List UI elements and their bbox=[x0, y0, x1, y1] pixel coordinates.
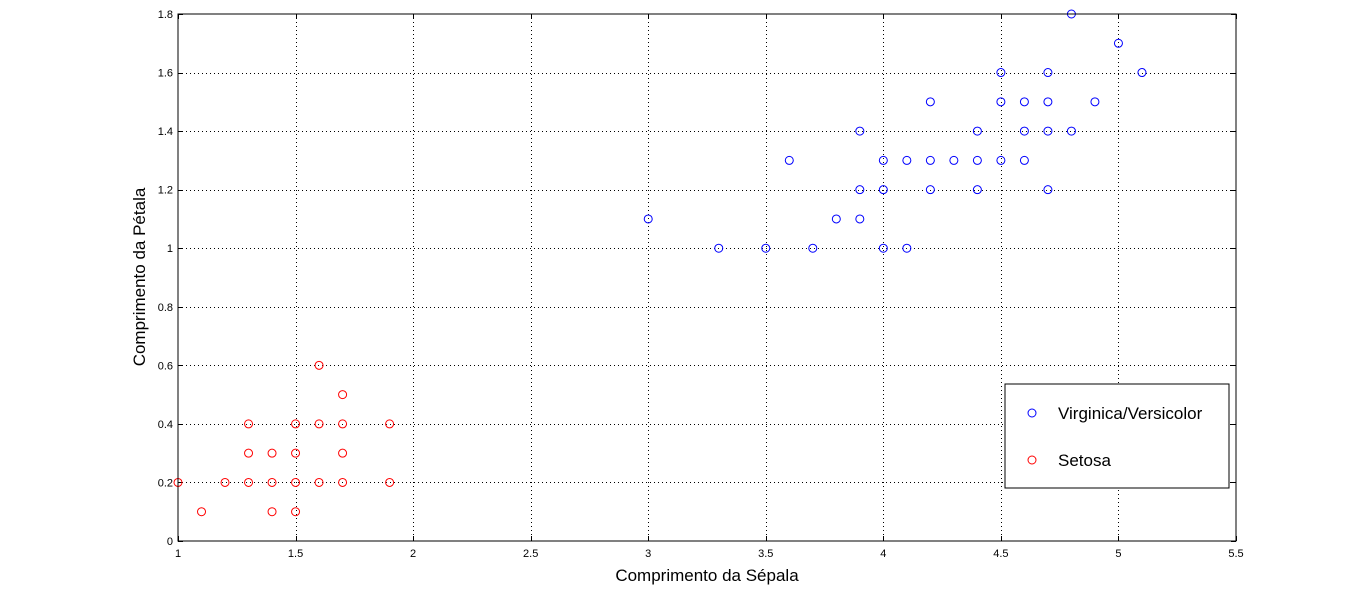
point-virginica-versicolor bbox=[855, 126, 865, 136]
point-virginica-versicolor bbox=[1019, 97, 1029, 107]
point-setosa bbox=[338, 448, 348, 458]
point-virginica-versicolor bbox=[784, 155, 794, 165]
y-tick-label: 1 bbox=[167, 243, 173, 255]
point-virginica-versicolor bbox=[996, 68, 1006, 78]
y-tick-label: 1.6 bbox=[158, 68, 173, 80]
point-virginica-versicolor bbox=[902, 243, 912, 253]
point-setosa bbox=[267, 477, 277, 487]
point-setosa bbox=[338, 419, 348, 429]
legend-marker-setosa bbox=[1027, 455, 1037, 465]
point-setosa bbox=[291, 448, 301, 458]
point-virginica-versicolor bbox=[878, 243, 888, 253]
point-virginica-versicolor bbox=[972, 155, 982, 165]
plot-frame bbox=[177, 13, 1237, 542]
legend-box bbox=[1004, 383, 1230, 489]
y-tick-label: 1.2 bbox=[158, 185, 173, 197]
point-setosa bbox=[291, 507, 301, 517]
point-setosa bbox=[314, 360, 324, 370]
tick-labels: 1 1.5 2 2.5 3 3.5 4 4.5 5 5.5 0 0.2 0.4 0.6 0.8 1 1.2 1.4… bbox=[158, 9, 1244, 560]
y-tick-label: 1.8 bbox=[158, 9, 173, 21]
x-tick-label: 3.5 bbox=[758, 548, 773, 560]
point-setosa bbox=[267, 448, 277, 458]
x-tick-label: 5 bbox=[1115, 548, 1121, 560]
point-virginica-versicolor bbox=[761, 243, 771, 253]
x-tick-label: 4.5 bbox=[993, 548, 1008, 560]
point-virginica-versicolor bbox=[831, 214, 841, 224]
x-tick-label: 2.5 bbox=[523, 548, 538, 560]
point-virginica-versicolor bbox=[949, 155, 959, 165]
point-virginica-versicolor bbox=[972, 185, 982, 195]
y-tick-label: 0.2 bbox=[158, 477, 173, 489]
y-tick-label: 0.6 bbox=[158, 360, 173, 372]
point-virginica-versicolor bbox=[1090, 97, 1100, 107]
point-setosa bbox=[267, 507, 277, 517]
point-virginica-versicolor bbox=[643, 214, 653, 224]
point-virginica-versicolor bbox=[1043, 97, 1053, 107]
point-virginica-versicolor bbox=[878, 185, 888, 195]
point-setosa bbox=[291, 477, 301, 487]
legend-label-setosa: Setosa bbox=[1058, 451, 1111, 470]
legend-label-virginica-versicolor: Virginica/Versicolor bbox=[1058, 404, 1203, 423]
point-virginica-versicolor bbox=[878, 155, 888, 165]
point-virginica-versicolor bbox=[1019, 126, 1029, 136]
point-setosa bbox=[244, 477, 254, 487]
x-tick-label: 2 bbox=[410, 548, 416, 560]
x-tick-label: 1 bbox=[175, 548, 181, 560]
point-virginica-versicolor bbox=[808, 243, 818, 253]
point-setosa bbox=[385, 477, 395, 487]
point-virginica-versicolor bbox=[1043, 185, 1053, 195]
point-setosa bbox=[244, 419, 254, 429]
y-tick-label: 1.4 bbox=[158, 126, 173, 138]
point-virginica-versicolor bbox=[925, 155, 935, 165]
point-virginica-versicolor bbox=[1137, 68, 1147, 78]
point-virginica-versicolor bbox=[714, 243, 724, 253]
y-tick-label: 0.8 bbox=[158, 302, 173, 314]
point-virginica-versicolor bbox=[902, 155, 912, 165]
point-setosa bbox=[338, 390, 348, 400]
legend-marker-virginica-versicolor bbox=[1027, 408, 1037, 418]
point-setosa bbox=[385, 419, 395, 429]
point-setosa bbox=[314, 477, 324, 487]
y-tick-label: 0.4 bbox=[158, 419, 173, 431]
x-tick-label: 5.5 bbox=[1228, 548, 1243, 560]
data-points bbox=[173, 9, 1147, 517]
point-setosa bbox=[220, 477, 230, 487]
point-virginica-versicolor bbox=[1019, 155, 1029, 165]
point-virginica-versicolor bbox=[996, 155, 1006, 165]
point-virginica-versicolor bbox=[925, 185, 935, 195]
point-setosa bbox=[314, 419, 324, 429]
point-virginica-versicolor bbox=[996, 97, 1006, 107]
point-virginica-versicolor bbox=[972, 126, 982, 136]
point-virginica-versicolor bbox=[1066, 126, 1076, 136]
y-tick-label: 0 bbox=[167, 536, 173, 548]
x-tick-label: 1.5 bbox=[288, 548, 303, 560]
point-setosa bbox=[291, 419, 301, 429]
point-virginica-versicolor bbox=[925, 97, 935, 107]
x-tick-label: 4 bbox=[880, 548, 886, 560]
legend: Virginica/Versicolor Setosa bbox=[1004, 383, 1230, 489]
point-setosa bbox=[338, 477, 348, 487]
grid bbox=[178, 14, 1236, 541]
point-setosa bbox=[244, 448, 254, 458]
x-tick-label: 3 bbox=[645, 548, 651, 560]
y-axis-label: Comprimento da Pétala bbox=[130, 187, 149, 366]
point-setosa bbox=[197, 507, 207, 517]
point-virginica-versicolor bbox=[1043, 68, 1053, 78]
point-virginica-versicolor bbox=[1043, 126, 1053, 136]
x-axis-label: Comprimento da Sépala bbox=[615, 566, 799, 585]
point-virginica-versicolor bbox=[855, 185, 865, 195]
point-virginica-versicolor bbox=[1113, 38, 1123, 48]
point-virginica-versicolor bbox=[855, 214, 865, 224]
